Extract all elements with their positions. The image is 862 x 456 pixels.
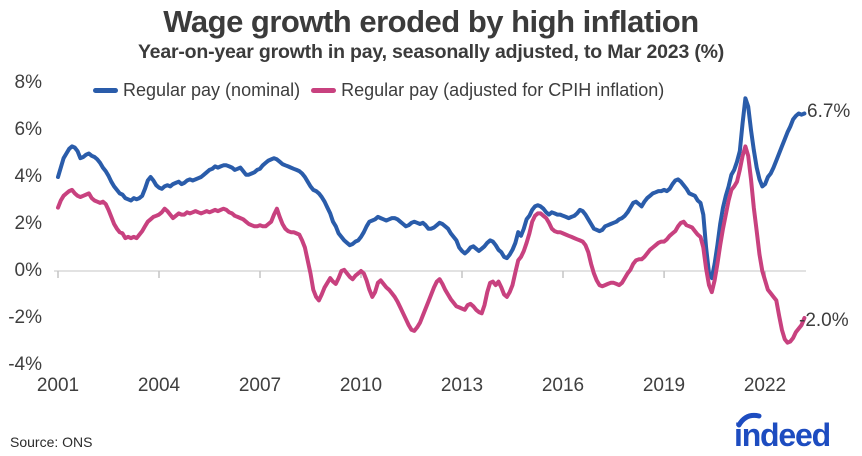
x-tick-label-2013: 2013 (440, 375, 484, 396)
x-tick-label-2010: 2010 (339, 375, 383, 396)
chart-title: Wage growth eroded by high inflation (163, 4, 699, 39)
series-line-nominal (56, 96, 807, 281)
legend: Regular pay (nominal) Regular pay (adjus… (93, 80, 670, 101)
y-tick-label-neg2: -2% (8, 307, 42, 328)
x-tick-label-2001: 2001 (36, 375, 80, 396)
legend-label-real: Regular pay (adjusted for CPIH inflation… (341, 80, 665, 100)
indeed-logo-arc-icon (736, 412, 762, 428)
x-tick-label-2004: 2004 (137, 375, 181, 396)
y-tick-label-0: 0% (14, 260, 42, 281)
source-note: Source: ONS (10, 434, 93, 450)
chart-subtitle: Year-on-year growth in pay, seasonally a… (137, 41, 725, 63)
real-end-value-label: -2.0% (799, 310, 849, 331)
legend-item-real: Regular pay (adjusted for CPIH inflation… (311, 80, 664, 101)
x-tick-label-2016: 2016 (541, 375, 585, 396)
nominal-end-value-label: 6.7% (807, 101, 851, 122)
real-line-swatch (311, 88, 337, 93)
nominal-line-swatch (93, 88, 118, 93)
y-tick-label-8: 8% (14, 72, 42, 93)
y-tick-label-6: 6% (14, 119, 42, 140)
y-tick-label-neg4: -4% (8, 354, 42, 375)
indeed-logo-text: indeed (734, 417, 830, 453)
indeed-logo: indeed (734, 412, 831, 453)
x-tick-label-2022: 2022 (743, 375, 787, 396)
x-tick-label-2007: 2007 (238, 375, 282, 396)
legend-item-nominal: Regular pay (nominal) (93, 80, 300, 101)
series-line-real (56, 144, 807, 345)
legend-label-nominal: Regular pay (nominal) (123, 80, 301, 100)
y-tick-label-2: 2% (14, 213, 42, 234)
y-tick-label-4: 4% (14, 166, 42, 187)
x-tick-label-2019: 2019 (642, 375, 686, 396)
